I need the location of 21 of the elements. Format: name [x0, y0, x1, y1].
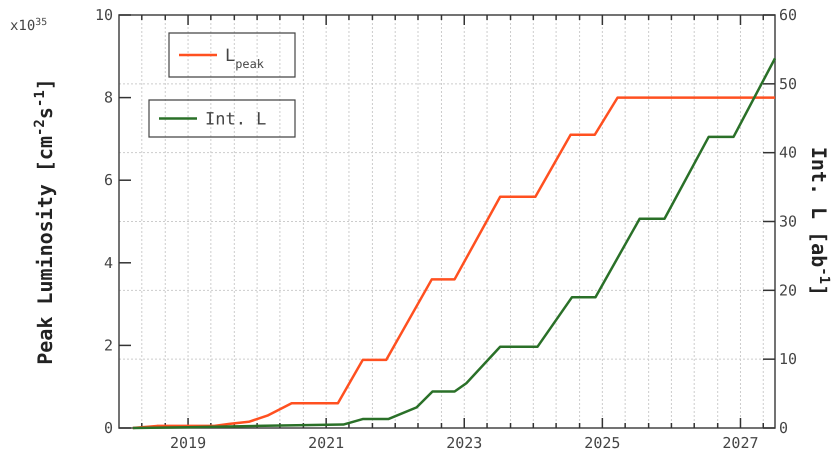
- legend-label: Int. L: [205, 110, 266, 130]
- y2-tick-label: 30: [779, 212, 798, 230]
- y-tick-label: 0: [104, 419, 113, 437]
- text: x10$^{35}$: [10, 16, 48, 34]
- y-tick-label: 6: [104, 171, 113, 190]
- x-tick-label: 2019: [170, 434, 206, 452]
- x-tick-label: 2025: [584, 434, 620, 452]
- y2-tick-label: 10: [779, 350, 798, 368]
- y2-tick-label: 60: [779, 6, 798, 24]
- y2-tick-label: 50: [779, 74, 798, 93]
- x-tick-label: 2021: [308, 434, 344, 452]
- y2-tick-label: 20: [779, 281, 798, 300]
- legend-label: L$_{peak}$: [225, 46, 264, 71]
- x-tick-label: 2027: [722, 434, 759, 452]
- y-tick-label: 2: [104, 336, 113, 354]
- y2-tick-label: 40: [779, 144, 798, 162]
- y2-tick-label: 0: [779, 419, 788, 437]
- y-tick-label: 4: [104, 254, 113, 272]
- x-tick-label: 2023: [446, 434, 482, 452]
- y-tick-label: 8: [104, 88, 113, 107]
- y-tick-label: 10: [94, 6, 113, 24]
